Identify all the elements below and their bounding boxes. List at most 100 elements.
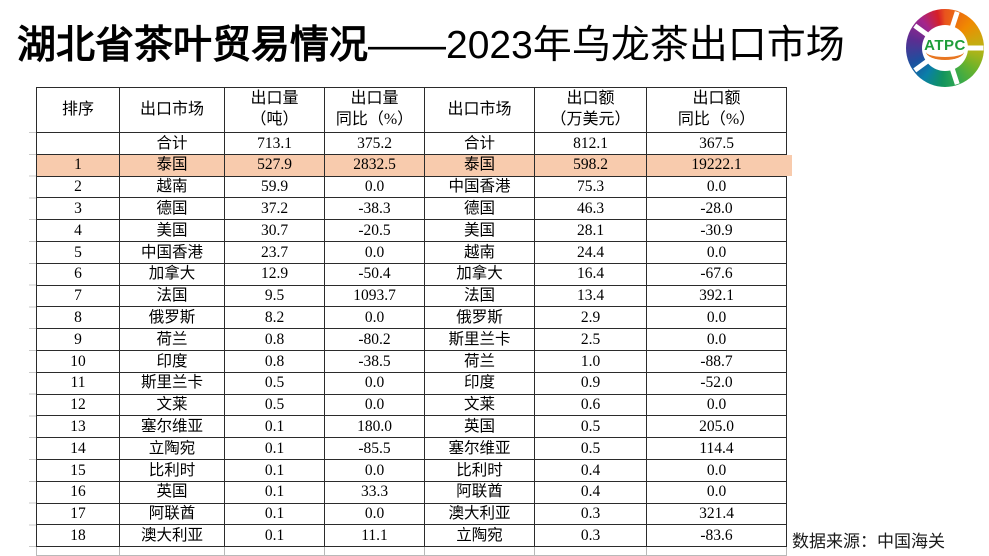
table-row: 14 立陶宛 0.1 -85.5 塞尔维亚 0.5 114.4 [36,437,787,460]
table-cell: 812.1 [534,132,647,155]
table-row: 16 英国 0.1 33.3 阿联酋 0.4 0.0 [36,480,787,504]
table-cell: 阿联酋 [119,502,225,526]
title-part2: ——2023年乌龙茶出口市场 [368,24,845,67]
table-cell: 2 [36,175,120,199]
table-cell: 荷兰 [119,328,225,351]
table-cell: 阿联酋 [424,480,535,504]
table-cell: 加拿大 [119,262,225,286]
table-row: 18 澳大利亚 0.1 11.1 立陶宛 0.3 -83.6 [36,524,787,548]
column-header-line: 排序 [61,100,94,118]
table-cell: 1093.7 [324,284,425,308]
table-cell: 11.1 [324,524,425,548]
table-cell: 印度 [424,371,535,395]
table-cell: 0.4 [534,458,647,482]
table-cell: 2.9 [534,306,647,330]
table-row: 12 文莱 0.5 0.0 文莱 0.6 0.0 [36,393,787,417]
table-cell: -85.5 [324,437,425,460]
table-cell: 法国 [119,284,225,308]
table-cell: 0.4 [534,480,647,504]
column-header-line: 出口额 [566,90,615,108]
table-cell: 中国香港 [119,240,225,264]
table-cell: 392.1 [646,284,787,308]
table-cell: 8.2 [224,306,325,330]
table-cell: 0.1 [224,458,325,482]
table-cell: 19222.1 [646,153,787,177]
table-cell: 法国 [424,284,535,308]
table-cell: 8 [36,306,120,330]
gridline-stubs [29,132,36,556]
column-header-line: 出口量 [250,90,299,108]
table-row-highlighted: 1 泰国 527.9 2832.5 泰国 598.2 19222.1 [36,153,787,177]
table-cell: 澳大利亚 [119,524,225,548]
table-cell: 12.9 [224,262,325,286]
table-cell: -38.5 [324,349,425,373]
table-header: 排序 出口市场 出口量 （吨） 出口量 同比（%） 出口市场 出口额 （万美元） 出口… [36,87,787,133]
table-cell: 1.0 [534,349,647,373]
table-cell: 塞尔维亚 [119,415,225,439]
table-cell: 0.5 [534,437,647,460]
table-row: 2 越南 59.9 0.0 中国香港 75.3 0.0 [36,175,787,199]
table-cell: 0.0 [646,480,787,504]
table-cell: 24.4 [534,240,647,264]
table-cell: 立陶宛 [119,437,225,460]
table-row: 9 荷兰 0.8 -80.2 斯里兰卡 2.5 0.0 [36,328,787,351]
table-row: 7 法国 9.5 1093.7 法国 13.4 392.1 [36,284,787,308]
cutoff-cell [534,546,647,556]
table-cell: 0.0 [646,175,787,199]
table-cell: 英国 [119,480,225,504]
table-cell: 180.0 [324,415,425,439]
column-header-line: 出口市场 [447,100,512,118]
column-header-volume-yoy: 出口量 同比（%） [324,87,425,133]
source-note: 数据来源：中国海关 [792,532,945,551]
table-cell: 立陶宛 [424,524,535,548]
page-title: 湖北省茶叶贸易情况——2023年乌龙茶出口市场 [17,14,845,70]
table-cell: 塞尔维亚 [424,437,535,460]
table-cell: 6 [36,262,120,286]
atpc-logo: ATPC [905,8,985,88]
table-cell: 中国香港 [424,175,535,199]
column-header-line: 出口量 [350,90,399,108]
table-cell: 713.1 [224,132,325,155]
table-cell: -20.5 [324,219,425,242]
table-cell: 0.0 [646,393,787,417]
column-header-value: 出口额 （万美元） [534,87,647,133]
table-cell: 375.2 [324,132,425,155]
table-cell: 7 [36,284,120,308]
table-row: 10 印度 0.8 -38.5 荷兰 1.0 -88.7 [36,349,787,373]
table-cell: 荷兰 [424,349,535,373]
cutoff-cell [224,546,325,556]
table-cell: 205.0 [646,415,787,439]
table-cell: -88.7 [646,349,787,373]
table-cell: 斯里兰卡 [424,328,535,351]
table-cell: 0.0 [324,458,425,482]
column-header-rank: 排序 [36,87,120,133]
table-cell: -52.0 [646,371,787,395]
table-cell: -80.2 [324,328,425,351]
table-cell: 0.3 [534,524,647,548]
table-cell: 33.3 [324,480,425,504]
column-header-line: 出口额 [692,90,741,108]
table-row: 17 阿联酋 0.1 0.0 澳大利亚 0.3 321.4 [36,502,787,526]
column-header-market-value: 出口市场 [424,87,535,133]
table-cell: 泰国 [119,153,225,177]
table-cell: 0.5 [224,371,325,395]
table-cell: 17 [36,502,120,526]
table-row: 5 中国香港 23.7 0.0 越南 24.4 0.0 [36,240,787,264]
table-cell: 比利时 [119,458,225,482]
table-cell: 0.0 [324,175,425,199]
table-cell: 俄罗斯 [119,306,225,330]
column-header-volume: 出口量 （吨） [224,87,325,133]
table-cell: 16.4 [534,262,647,286]
title-part1: 湖北省茶叶贸易情况 [17,24,369,67]
table-cell: 0.0 [646,240,787,264]
table-cell: 美国 [424,219,535,242]
table-cell: 11 [36,371,120,395]
table-cell: 0.0 [324,306,425,330]
table-cell: 斯里兰卡 [119,371,225,395]
table-cell: 泰国 [424,153,535,177]
table-cell: 0.1 [224,415,325,439]
table-cell: 13.4 [534,284,647,308]
table-cell: 0.0 [646,458,787,482]
table-cell: 合计 [424,132,535,155]
